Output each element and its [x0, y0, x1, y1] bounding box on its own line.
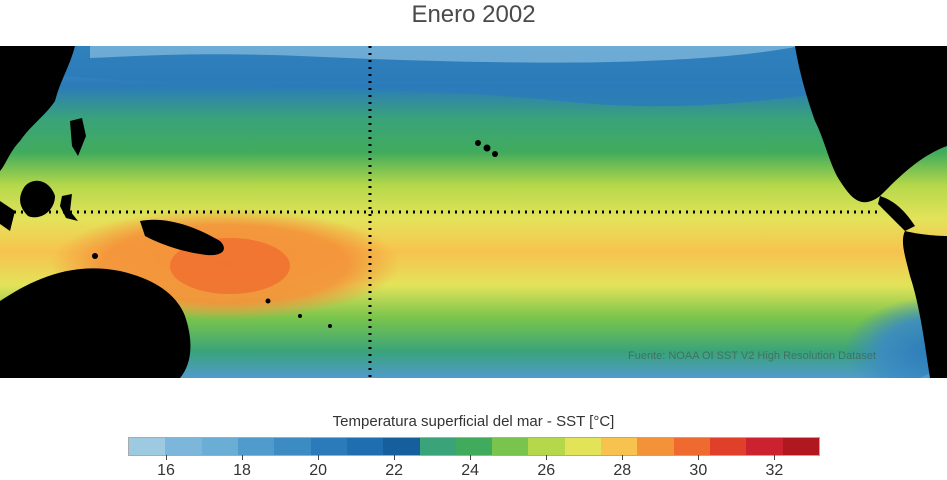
colorbar-tick: [470, 455, 472, 460]
colorbar-tick-label: 26: [537, 462, 556, 479]
colorbar-tick: [546, 455, 548, 460]
colorbar-segment: [383, 438, 420, 455]
colorbar-label: Temperatura superficial del mar - SST [°…: [332, 413, 615, 430]
colorbar-tick-label: 22: [385, 462, 404, 479]
data-source-note: Fuente: NOAA OI SST V2 High Resolution D…: [628, 350, 877, 362]
land-sumatra: [0, 201, 15, 231]
colorbar-tick-label: 18: [233, 462, 251, 479]
colorbar-tick-label: 24: [461, 462, 480, 479]
colorbar-segment: [528, 438, 565, 455]
cold-tongue: [680, 216, 947, 378]
land-north-america: [795, 46, 947, 203]
land-south-america: [902, 231, 947, 378]
land-new-guinea: [140, 219, 224, 256]
colorbar-segment: [601, 438, 638, 455]
land-islet-2: [298, 314, 302, 318]
land: [0, 46, 947, 378]
colorbar-segment: [455, 438, 493, 455]
colorbar-ticks: 16 18 20 22 24 26 28 30 32: [128, 455, 820, 480]
land-islet-4: [92, 253, 98, 259]
colorbar-segment: [637, 438, 674, 455]
land-islet-1: [265, 298, 271, 304]
colorbar-tick-label: 16: [157, 462, 175, 479]
land-sulawesi: [60, 194, 78, 221]
colorbar-tick: [622, 455, 624, 460]
land-philippines: [70, 118, 86, 156]
colorbar-tick-label: 28: [613, 462, 632, 479]
north-cold-band: [60, 46, 947, 107]
colorbar-tick: [774, 455, 776, 460]
warm-pool: [50, 176, 550, 336]
colorbar-tick-label: 30: [689, 462, 708, 479]
colorbar-tick: [242, 455, 244, 460]
colorbar: [128, 437, 820, 456]
colorbar-segment: [274, 438, 311, 455]
colorbar-tick: [394, 455, 396, 460]
land-central-america: [878, 196, 915, 231]
sst-map: [0, 46, 947, 378]
colorbar-segment: [346, 438, 384, 455]
north-pale-band: [90, 46, 800, 63]
colorbar-segment: [746, 438, 783, 455]
land-hawaii-2: [483, 144, 491, 152]
land-hawaii-1: [475, 140, 481, 146]
colorbar-segment: [129, 438, 166, 455]
colorbar-segment: [492, 438, 529, 455]
land-borneo: [20, 180, 55, 218]
colorbar-segment: [201, 438, 238, 455]
colorbar-segment: [310, 438, 347, 455]
colorbar-segment: [710, 438, 747, 455]
colorbar-tick: [318, 455, 320, 460]
colorbar-segment: [673, 438, 710, 455]
colorbar-segment: [237, 438, 275, 455]
colorbar-tick-label: 20: [309, 462, 327, 479]
colorbar-tick: [698, 455, 700, 460]
colorbar-segment: [165, 438, 202, 455]
colorbar-segment: [419, 438, 456, 455]
land-islet-3: [328, 324, 332, 328]
colorbar-tick: [166, 455, 168, 460]
land-australia: [0, 268, 191, 378]
colorbar-segment: [564, 438, 602, 455]
map-title: Enero 2002: [411, 1, 536, 28]
colorbar-segment: [782, 438, 819, 455]
colorbar-tick-label: 32: [765, 462, 784, 479]
land-hawaii-3: [492, 151, 498, 157]
land-asia: [0, 46, 75, 171]
